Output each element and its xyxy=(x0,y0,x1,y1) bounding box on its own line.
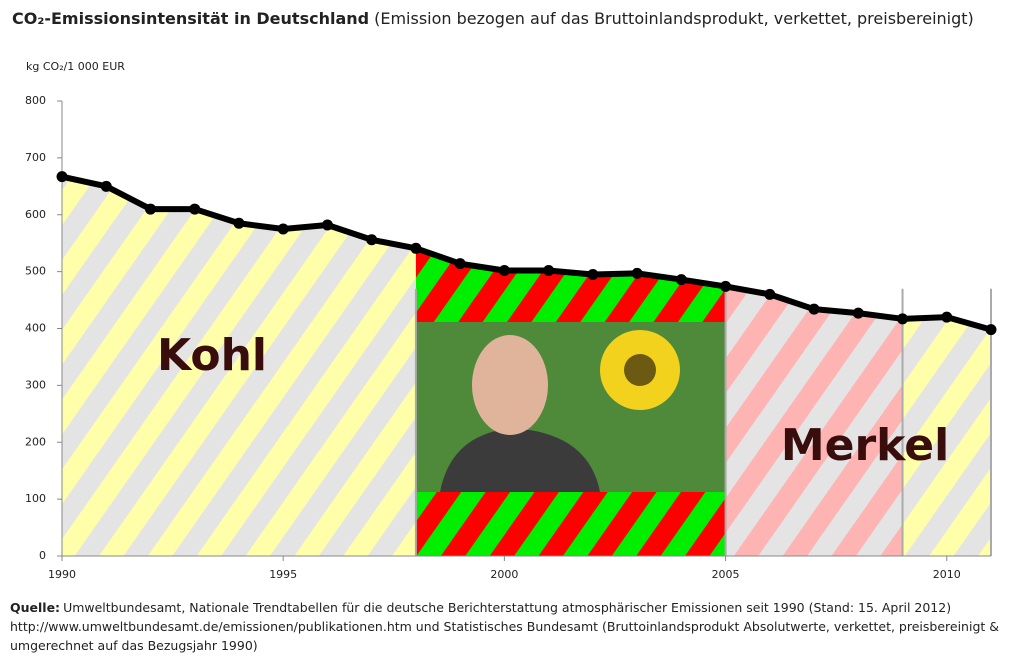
data-point xyxy=(56,171,68,183)
data-point xyxy=(985,324,997,336)
data-point xyxy=(764,288,776,300)
sunflower-center xyxy=(624,354,656,386)
data-point xyxy=(543,264,555,276)
data-point xyxy=(100,180,112,192)
x-tick-label: 2005 xyxy=(712,568,740,581)
data-point xyxy=(321,219,333,231)
x-tick-label: 1995 xyxy=(269,568,297,581)
data-point xyxy=(233,217,245,229)
period-region xyxy=(725,176,903,556)
y-tick-label: 300 xyxy=(25,378,46,391)
y-tick-label: 800 xyxy=(25,94,46,107)
data-point xyxy=(852,307,864,319)
data-line xyxy=(61,173,992,333)
chart-subtitle: (Emission bezogen auf das Bruttoinlandsp… xyxy=(374,9,974,28)
source-text: umgerechnet auf das Bezugsjahr 1990) xyxy=(10,638,258,653)
x-tick-label: 2000 xyxy=(490,568,518,581)
data-point xyxy=(808,303,820,315)
data-point xyxy=(941,311,953,323)
source-label: Quelle: xyxy=(10,600,60,615)
y-tick-label: 400 xyxy=(25,322,46,335)
person-body xyxy=(440,430,600,492)
y-tick-label: 600 xyxy=(25,208,46,221)
x-tick-label: 1990 xyxy=(48,568,76,581)
source-text: http://www.umweltbundesamt.de/emissionen… xyxy=(10,619,999,634)
chart-title: CO₂-Emissionsintensität in Deutschland xyxy=(12,9,369,28)
person-head xyxy=(472,335,548,435)
y-axis-label: kg CO₂/1 000 EUR xyxy=(26,60,125,73)
data-point xyxy=(587,268,599,280)
data-point xyxy=(144,203,156,215)
source-line: Quelle: Umweltbundesamt, Nationale Trendt… xyxy=(10,600,951,615)
period-label: Merkel xyxy=(781,420,949,471)
data-point xyxy=(410,242,422,254)
data-point xyxy=(720,280,732,292)
y-tick-label: 0 xyxy=(39,549,46,562)
data-point xyxy=(366,234,378,246)
data-point xyxy=(498,264,510,276)
y-tick-label: 200 xyxy=(25,435,46,448)
x-tick-label: 2010 xyxy=(933,568,961,581)
photo xyxy=(416,322,726,492)
data-point xyxy=(454,258,466,270)
y-tick-label: 500 xyxy=(25,265,46,278)
data-point xyxy=(631,267,643,279)
chart-title-line: CO₂-Emissionsintensität in Deutschland (E… xyxy=(12,9,974,28)
source-text: Umweltbundesamt, Nationale Trendtabellen… xyxy=(63,600,951,615)
data-point xyxy=(189,203,201,215)
y-tick-label: 700 xyxy=(25,151,46,164)
period-region xyxy=(62,176,416,556)
data-point xyxy=(897,313,909,325)
y-tick-label: 100 xyxy=(25,492,46,505)
period-label: Kohl xyxy=(157,330,267,381)
data-point xyxy=(277,223,289,235)
data-point xyxy=(675,274,687,286)
